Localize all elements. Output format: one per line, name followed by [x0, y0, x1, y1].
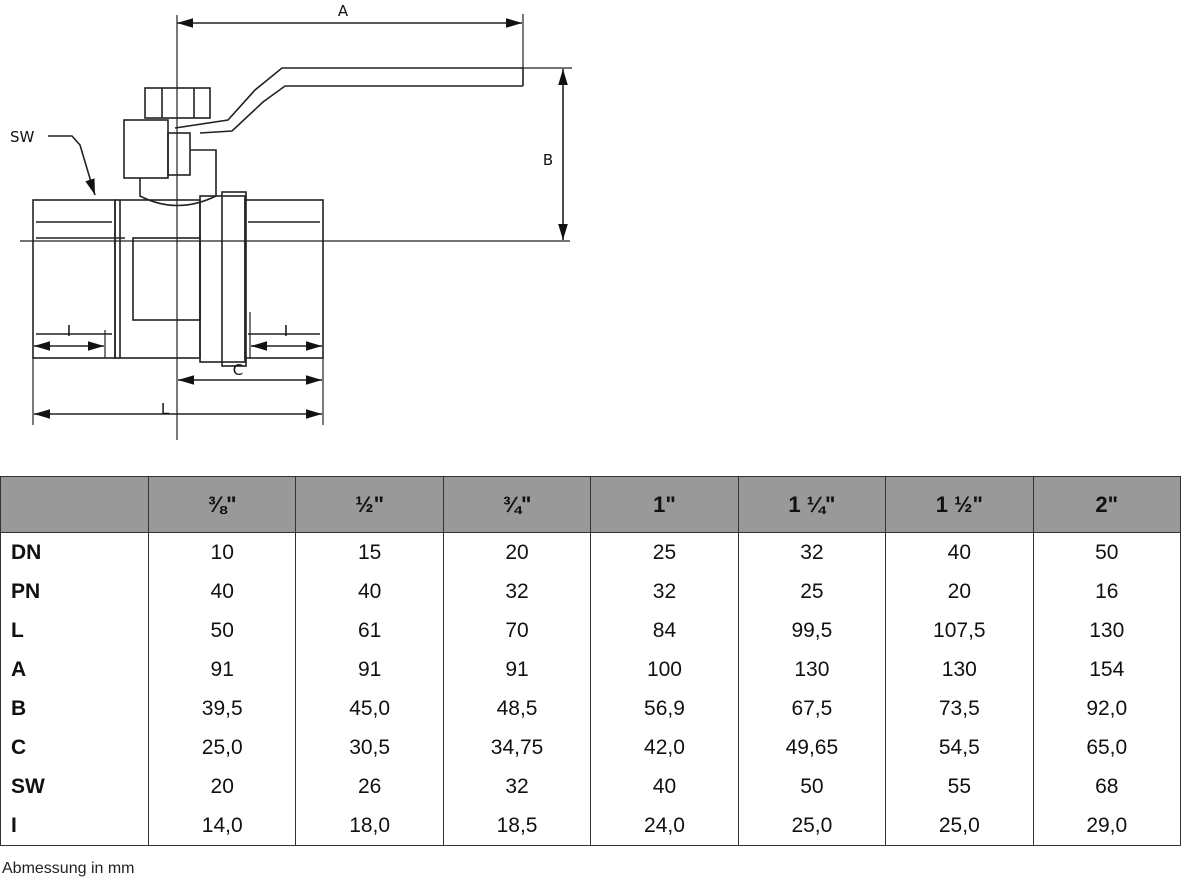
table-cell: 20: [885, 572, 1034, 611]
table-cell: 18,5: [442, 806, 592, 846]
table-cell: 16: [1032, 572, 1181, 611]
table-cell: 130: [885, 650, 1034, 689]
table-cell: 15: [295, 532, 444, 572]
table-cell: 48,5: [442, 689, 592, 728]
table-cell: 91: [295, 650, 444, 689]
table-cell: 154: [1032, 650, 1181, 689]
row-header: PN: [0, 572, 149, 611]
table-cell: 68: [1032, 767, 1181, 806]
table-cell: 40: [147, 572, 297, 611]
row-header: C: [0, 728, 149, 767]
table-cell: 20: [442, 532, 592, 572]
column-header: 2": [1032, 476, 1181, 533]
table-row: SW 20 26 32 40 50 55 68: [0, 767, 1181, 806]
dim-label-b: B: [543, 151, 553, 169]
row-header: DN: [0, 532, 149, 572]
ball-valve-dimension-drawing: A B C L SW I I: [10, 2, 572, 440]
table-cell: 32: [442, 767, 592, 806]
column-header: ¾": [442, 476, 592, 533]
column-header: ½": [295, 476, 444, 533]
row-header: B: [0, 689, 149, 728]
column-header: 1 ¼": [737, 476, 887, 533]
table-cell: 34,75: [442, 728, 592, 767]
table-row: A 91 91 91 100 130 130 154: [0, 650, 1181, 689]
table-cell: 130: [737, 650, 887, 689]
row-header: I: [0, 806, 149, 846]
table-header-row: ⅜" ½" ¾" 1" 1 ¼" 1 ½" 2": [0, 476, 1181, 533]
dim-label-i-left: I: [67, 322, 71, 340]
table-cell: 67,5: [737, 689, 887, 728]
dim-label-a: A: [338, 2, 349, 20]
table-cell: 65,0: [1032, 728, 1181, 767]
table-cell: 70: [442, 611, 592, 650]
table-cell: 40: [590, 767, 739, 806]
table-cell: 32: [590, 572, 739, 611]
table-row: I 14,0 18,0 18,5 24,0 25,0 25,0 29,0: [0, 806, 1181, 846]
table-cell: 25,0: [147, 728, 297, 767]
table-cell: 55: [885, 767, 1034, 806]
dim-label-sw: SW: [10, 128, 35, 146]
table-cell: 91: [147, 650, 297, 689]
column-header: 1": [590, 476, 739, 533]
table-cell: 50: [737, 767, 887, 806]
table-cell: 56,9: [590, 689, 739, 728]
table-row: L 50 61 70 84 99,5 107,5 130: [0, 611, 1181, 650]
row-header: A: [0, 650, 149, 689]
table-cell: 24,0: [590, 806, 739, 846]
row-header: SW: [0, 767, 149, 806]
table-cell: 40: [885, 532, 1034, 572]
table-cell: 10: [147, 532, 297, 572]
table-cell: 29,0: [1032, 806, 1181, 846]
table-cell: 61: [295, 611, 444, 650]
table-cell: 25,0: [737, 806, 887, 846]
table-row: DN 10 15 20 25 32 40 50: [0, 532, 1181, 572]
table-cell: 50: [1032, 532, 1181, 572]
table-cell: 40: [295, 572, 444, 611]
table-cell: 49,65: [737, 728, 887, 767]
table-cell: 92,0: [1032, 689, 1181, 728]
column-header: ⅜": [147, 476, 297, 533]
table-cell: 14,0: [147, 806, 297, 846]
table-cell: 32: [442, 572, 592, 611]
table-cell: 99,5: [737, 611, 887, 650]
dimension-table: ⅜" ½" ¾" 1" 1 ¼" 1 ½" 2" DN 10 15 20 25 32 40 50 PN 40 4…: [0, 476, 1181, 846]
table-cell: 32: [737, 532, 887, 572]
table-cell: 30,5: [295, 728, 444, 767]
column-header: 1 ½": [885, 476, 1034, 533]
table-row: B 39,5 45,0 48,5 56,9 67,5 73,5 92,0: [0, 689, 1181, 728]
header-corner: [0, 476, 149, 533]
table-cell: 42,0: [590, 728, 739, 767]
table-cell: 39,5: [147, 689, 297, 728]
table-cell: 20: [147, 767, 297, 806]
table-cell: 50: [147, 611, 297, 650]
table-row: PN 40 40 32 32 25 20 16: [0, 572, 1181, 611]
table-row: C 25,0 30,5 34,75 42,0 49,65 54,5 65,0: [0, 728, 1181, 767]
table-cell: 84: [590, 611, 739, 650]
table-cell: 73,5: [885, 689, 1034, 728]
table-cell: 25: [737, 572, 887, 611]
table-cell: 18,0: [295, 806, 444, 846]
table-cell: 107,5: [885, 611, 1034, 650]
table-cell: 100: [590, 650, 739, 689]
table-cell: 25: [590, 532, 739, 572]
dim-label-c: C: [233, 361, 243, 379]
table-cell: 54,5: [885, 728, 1034, 767]
table-cell: 130: [1032, 611, 1181, 650]
table-cell: 26: [295, 767, 444, 806]
row-header: L: [0, 611, 149, 650]
units-note: Abmessung in mm: [2, 860, 135, 877]
table-cell: 25,0: [885, 806, 1034, 846]
table-cell: 91: [442, 650, 592, 689]
table-cell: 45,0: [295, 689, 444, 728]
dim-label-l: L: [161, 400, 170, 418]
dim-label-i-right: I: [284, 322, 288, 340]
